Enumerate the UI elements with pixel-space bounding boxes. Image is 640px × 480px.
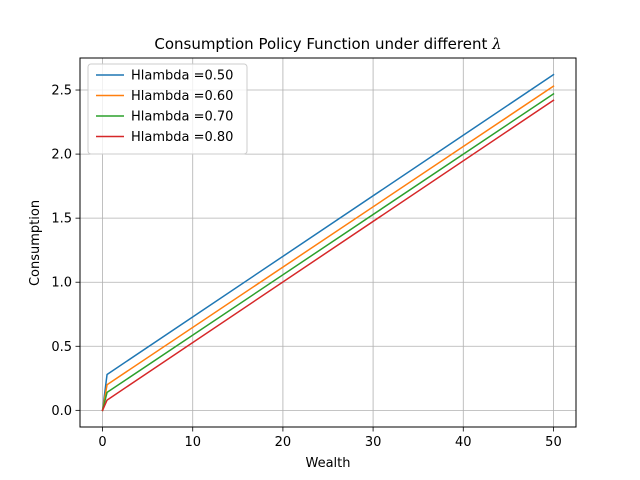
x-axis-ticks: 0 10 20 30 40 50 [98, 427, 562, 450]
x-axis-label: Wealth [305, 456, 350, 471]
x-tick-label: 10 [184, 435, 201, 450]
grid-lines [80, 58, 576, 427]
series-line-2 [101, 92, 555, 412]
x-tick-label: 40 [455, 435, 472, 450]
y-tick-label: 0.0 [51, 404, 72, 419]
series-line-3 [101, 99, 555, 412]
legend-label-2: Hlambda =0.70 [131, 110, 233, 125]
y-tick-label: 0.5 [51, 340, 72, 355]
legend-label-1: Hlambda =0.60 [131, 89, 233, 104]
chart-title-text: Consumption Policy Function under differ… [154, 35, 492, 53]
legend-label-3: Hlambda =0.80 [131, 130, 233, 145]
y-tick-label: 2.5 [51, 84, 72, 99]
y-axis-ticks: 0.0 0.5 1.0 1.5 2.0 2.5 [51, 84, 80, 419]
y-tick-label: 2.0 [51, 148, 72, 163]
x-tick-label: 50 [545, 435, 562, 450]
chart-title-symbol: λ [491, 35, 502, 53]
legend: Hlambda =0.50 Hlambda =0.60 Hlambda =0.70 H… [87, 63, 248, 155]
chart-title: Consumption Policy Function under differ… [154, 35, 501, 53]
series-lines [101, 73, 555, 412]
y-tick-label: 1.0 [51, 276, 72, 291]
legend-box [87, 63, 248, 155]
x-tick-label: 0 [98, 435, 106, 450]
x-tick-label: 30 [365, 435, 382, 450]
plot-frame [79, 57, 577, 428]
y-tick-label: 1.5 [51, 212, 72, 227]
legend-label-0: Hlambda =0.50 [131, 69, 233, 84]
y-axis-label: Consumption [28, 200, 43, 286]
x-tick-label: 20 [275, 435, 292, 450]
